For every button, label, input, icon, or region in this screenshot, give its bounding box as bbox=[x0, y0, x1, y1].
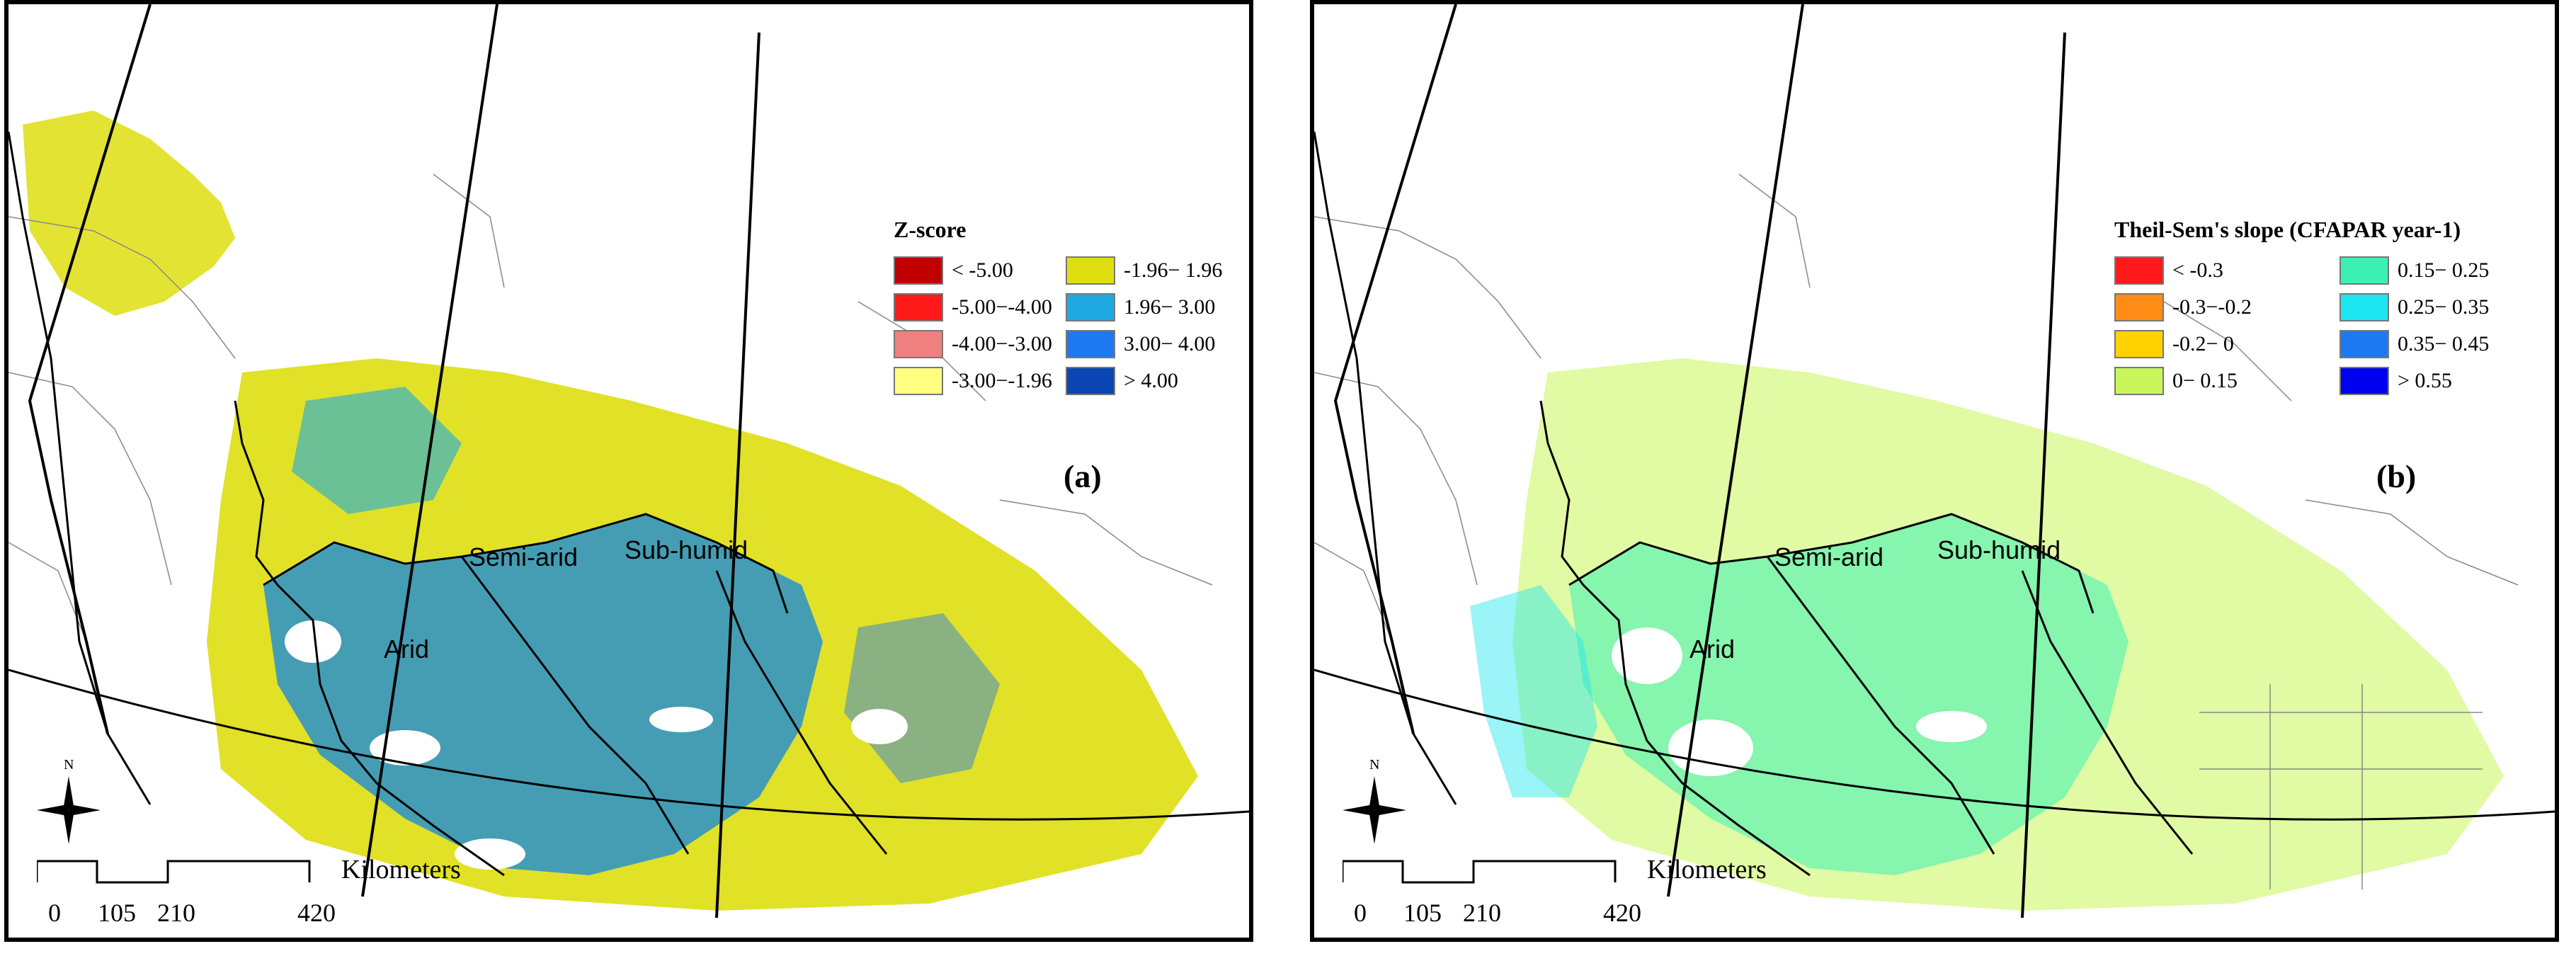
map-panel-b: Theil-Sem's slope (CFAPAR year-1) < -0.3… bbox=[1310, 0, 2559, 942]
map-panel-a: Z-score < -5.00 -1.96− 1.96 -5.00−-4.00 1.9… bbox=[4, 0, 1253, 942]
scale-tick: 0 bbox=[1354, 899, 1367, 927]
legend-item: > 4.00 bbox=[1066, 365, 1226, 397]
legend-label: -0.3−-0.2 bbox=[2172, 295, 2252, 319]
legend-item: -0.2− 0 bbox=[2114, 328, 2328, 360]
legend-item: > 0.55 bbox=[2340, 365, 2553, 397]
legend-swatch bbox=[1066, 293, 1115, 321]
legend-swatch bbox=[1066, 330, 1115, 358]
scale-unit: Kilometers bbox=[1647, 855, 1767, 884]
scale-tick: 420 bbox=[1603, 899, 1641, 927]
scale-bar bbox=[1343, 860, 1617, 884]
legend-item: 3.00− 4.00 bbox=[1066, 328, 1226, 360]
legend-item: 1.96− 3.00 bbox=[1066, 291, 1226, 324]
scale-tick: 0 bbox=[48, 899, 61, 927]
legend-b: Theil-Sem's slope (CFAPAR year-1) < -0.3… bbox=[2114, 217, 2553, 397]
legend-label: > 0.55 bbox=[2398, 369, 2452, 392]
legend-label: -3.00−-1.96 bbox=[952, 369, 1052, 392]
legend-title: Z-score bbox=[894, 217, 967, 242]
legend-swatch bbox=[1066, 367, 1115, 395]
province-borders bbox=[8, 4, 1249, 918]
legend-item: -0.3−-0.2 bbox=[2114, 291, 2328, 324]
admin-boundaries bbox=[8, 173, 1213, 713]
legend-a: Z-score < -5.00 -1.96− 1.96 -5.00−-4.00 1.9… bbox=[894, 217, 1226, 397]
legend-label: 3.00− 4.00 bbox=[1124, 332, 1216, 355]
north-arrow-icon: N bbox=[37, 757, 101, 844]
region-label-arid: Arid bbox=[384, 635, 430, 664]
legend-label: -1.96− 1.96 bbox=[1124, 258, 1223, 282]
legend-swatch bbox=[2114, 293, 2164, 321]
scale-tick: 210 bbox=[157, 899, 195, 927]
legend-swatch bbox=[894, 293, 943, 321]
scale-tick: 105 bbox=[98, 899, 136, 927]
legend-item: 0.25− 0.35 bbox=[2340, 291, 2553, 324]
north-arrow-icon: N bbox=[1343, 757, 1406, 844]
legend-item: < -0.3 bbox=[2114, 254, 2328, 287]
panel-label: (a) bbox=[1064, 458, 1102, 494]
legend-label: -0.2− 0 bbox=[2172, 332, 2234, 355]
legend-item: -4.00−-3.00 bbox=[894, 328, 1054, 360]
legend-item: -3.00−-1.96 bbox=[894, 365, 1054, 397]
province-borders bbox=[1314, 4, 2555, 918]
scale-tick: 420 bbox=[297, 899, 336, 927]
legend-item: -5.00−-4.00 bbox=[894, 291, 1054, 324]
legend-label: 0.25− 0.35 bbox=[2398, 295, 2490, 319]
map-canvas-a bbox=[8, 4, 1249, 918]
region-label-arid: Arid bbox=[1689, 635, 1736, 664]
legend-label: < -5.00 bbox=[952, 258, 1013, 282]
legend-label: -4.00−-3.00 bbox=[952, 332, 1052, 355]
legend-label: 0.35− 0.45 bbox=[2398, 332, 2490, 355]
legend-item: < -5.00 bbox=[894, 254, 1054, 287]
region-label-sub-humid: Sub-humid bbox=[1937, 535, 2061, 564]
legend-label: > 4.00 bbox=[1124, 369, 1178, 392]
region-outlines bbox=[1314, 131, 2194, 877]
legend-swatch bbox=[2114, 256, 2164, 285]
admin-boundaries bbox=[1314, 173, 2519, 889]
coverage-gaps bbox=[285, 620, 908, 870]
scale-bar bbox=[37, 860, 311, 884]
legend-item: 0− 0.15 bbox=[2114, 365, 2328, 397]
panel-label: (b) bbox=[2376, 458, 2417, 494]
scale-tick: 210 bbox=[1463, 899, 1501, 927]
legend-swatch bbox=[1066, 256, 1115, 285]
legend-swatch bbox=[2340, 330, 2389, 358]
legend-label: 0− 0.15 bbox=[2172, 369, 2238, 392]
legend-swatch bbox=[2340, 293, 2389, 321]
legend-label: 1.96− 3.00 bbox=[1124, 295, 1216, 319]
legend-title: Theil-Sem's slope (CFAPAR year-1) bbox=[2114, 217, 2461, 242]
legend-label: 0.15− 0.25 bbox=[2398, 258, 2490, 282]
legend-swatch bbox=[2114, 367, 2164, 395]
legend-swatch bbox=[2340, 367, 2389, 395]
legend-items: < -5.00 -1.96− 1.96 -5.00−-4.00 1.96− 3.00 -… bbox=[894, 254, 1226, 397]
legend-label: < -0.3 bbox=[2172, 258, 2223, 282]
scale-unit: Kilometers bbox=[341, 855, 461, 884]
legend-item: 0.35− 0.45 bbox=[2340, 328, 2553, 360]
legend-swatch bbox=[894, 256, 943, 285]
legend-label: -5.00−-4.00 bbox=[952, 295, 1052, 319]
region-label-semi-arid: Semi-arid bbox=[469, 542, 579, 571]
scale-tick: 105 bbox=[1403, 899, 1442, 927]
legend-item: 0.15− 0.25 bbox=[2340, 254, 2553, 287]
north-letter: N bbox=[64, 757, 74, 773]
coverage-blue bbox=[263, 387, 1000, 875]
legend-items: < -0.3 0.15− 0.25 -0.3−-0.2 0.25− 0.35 -0.2−… bbox=[2114, 254, 2553, 397]
legend-item: -1.96− 1.96 bbox=[1066, 254, 1226, 287]
legend-swatch bbox=[894, 330, 943, 358]
region-label-semi-arid: Semi-arid bbox=[1774, 542, 1884, 571]
legend-swatch bbox=[894, 367, 943, 395]
legend-swatch bbox=[2340, 256, 2389, 285]
region-label-sub-humid: Sub-humid bbox=[625, 535, 748, 564]
north-letter: N bbox=[1369, 757, 1379, 773]
legend-swatch bbox=[2114, 330, 2164, 358]
map-canvas-b bbox=[1314, 4, 2555, 918]
